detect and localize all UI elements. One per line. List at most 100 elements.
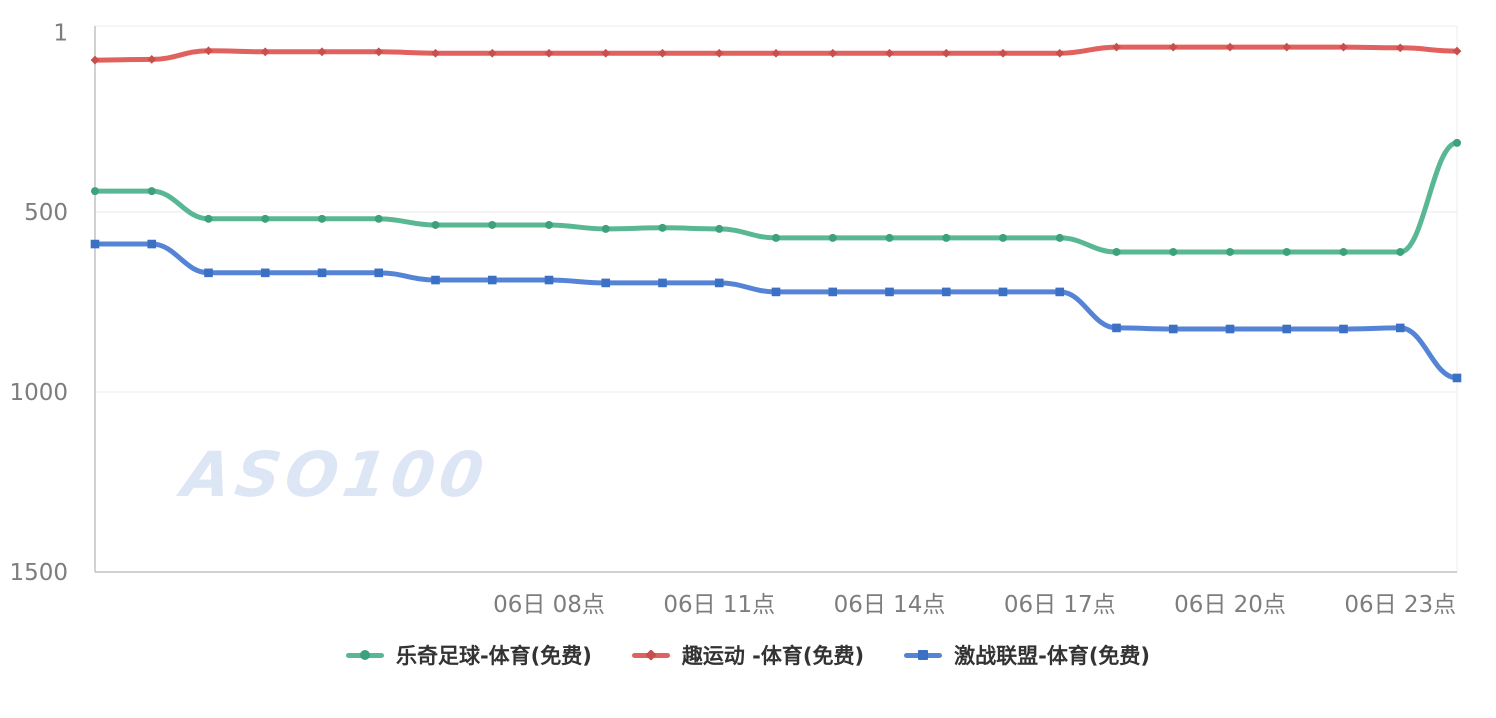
data-point-marker — [1395, 323, 1405, 333]
data-point-marker — [1339, 324, 1348, 334]
data-point-marker — [658, 48, 667, 58]
y-tick-label: 1000 — [9, 380, 68, 406]
data-point-marker — [714, 278, 724, 288]
data-point-marker — [317, 268, 327, 278]
data-point-marker — [1225, 42, 1235, 52]
data-point-marker — [941, 287, 951, 297]
legend-item-2[interactable]: 激战联盟-体育(免费) — [904, 640, 1150, 670]
legend-item-0[interactable]: 乐奇足球-体育(免费) — [345, 640, 592, 670]
data-point-marker — [260, 47, 270, 57]
data-point-marker — [828, 287, 838, 297]
legend-item-1[interactable]: 趣运动 -体育(免费) — [631, 640, 865, 670]
data-point-marker — [771, 287, 781, 297]
data-point-marker — [487, 48, 497, 58]
x-tick-label: 06日 23点 — [1344, 592, 1456, 618]
data-point-marker — [1169, 247, 1178, 256]
data-point-marker — [1282, 42, 1292, 52]
x-tick-label: 06日 08点 — [493, 592, 605, 618]
data-point-marker — [942, 233, 951, 242]
data-point-marker — [1452, 46, 1462, 56]
data-point-marker — [204, 46, 213, 56]
data-point-marker — [488, 220, 497, 229]
data-point-marker — [204, 268, 213, 278]
data-point-marker — [374, 47, 384, 57]
data-point-marker — [658, 278, 667, 288]
data-point-marker — [1112, 42, 1121, 52]
data-point-marker — [1282, 324, 1292, 334]
data-point-marker — [260, 268, 270, 278]
legend-marker-circle-icon — [359, 650, 370, 660]
series-line-2 — [92, 241, 1460, 381]
legend-diamond-icon — [631, 649, 670, 661]
data-point-marker — [431, 48, 440, 58]
y-tick-label: 1 — [53, 20, 68, 46]
legend-item-label: 趣运动 -体育(免费) — [681, 644, 865, 668]
data-point-marker — [998, 48, 1008, 58]
data-point-marker — [771, 48, 781, 58]
data-point-marker — [261, 214, 270, 223]
data-point-marker — [317, 47, 327, 57]
data-point-marker — [999, 233, 1007, 242]
data-point-marker — [1055, 48, 1065, 58]
legend-item-label: 乐奇足球-体育(免费) — [395, 644, 592, 668]
legend-marker-square-icon — [918, 650, 929, 660]
chart-legend: 乐奇足球-体育(免费) 趣运动 -体育(免费) 激战联盟-体育(免费) — [0, 640, 1496, 670]
data-point-marker — [1396, 247, 1405, 256]
y-tick-label: 500 — [24, 200, 68, 226]
data-point-marker — [374, 214, 383, 223]
data-point-marker — [1055, 233, 1064, 242]
data-point-marker — [147, 187, 156, 196]
x-tick-label: 06日 20点 — [1174, 592, 1286, 618]
data-point-marker — [1112, 323, 1121, 333]
data-point-marker — [1168, 42, 1178, 52]
data-point-marker — [318, 214, 326, 223]
data-point-marker — [90, 239, 100, 249]
data-point-marker — [885, 48, 894, 58]
data-point-marker — [601, 224, 610, 233]
data-point-marker — [1226, 247, 1234, 256]
data-point-marker — [601, 48, 611, 58]
x-tick-label: 06日 11点 — [663, 592, 775, 618]
x-tick-label: 06日 14点 — [834, 592, 946, 618]
data-point-marker — [941, 48, 951, 58]
data-point-marker — [90, 55, 100, 65]
data-point-marker — [1339, 247, 1348, 256]
data-point-marker — [487, 275, 497, 285]
data-point-marker — [545, 220, 553, 229]
data-point-marker — [601, 278, 611, 288]
data-point-marker — [715, 224, 724, 233]
data-point-marker — [544, 275, 554, 285]
data-point-marker — [91, 187, 99, 196]
data-point-marker — [772, 233, 780, 242]
data-point-marker — [658, 223, 667, 232]
data-point-marker — [828, 48, 838, 58]
data-point-marker — [998, 287, 1008, 297]
data-point-marker — [1453, 138, 1461, 147]
data-point-marker — [1282, 247, 1291, 256]
legend-circle-icon — [345, 650, 384, 660]
data-point-marker — [1395, 43, 1405, 53]
data-point-marker — [374, 268, 384, 278]
y-tick-label: 1500 — [9, 560, 68, 586]
data-point-marker — [885, 287, 894, 297]
x-tick-label: 06日 17点 — [1004, 592, 1116, 618]
data-point-marker — [204, 214, 213, 223]
data-point-marker — [1225, 324, 1235, 334]
data-point-marker — [431, 275, 440, 285]
data-point-marker — [885, 233, 894, 242]
data-point-marker — [1055, 287, 1065, 297]
data-point-marker — [431, 220, 440, 229]
data-point-marker — [1168, 324, 1178, 334]
legend-square-icon — [904, 650, 943, 660]
legend-item-label: 激战联盟-体育(免费) — [954, 644, 1151, 668]
data-point-marker — [544, 48, 554, 58]
data-point-marker — [1112, 247, 1121, 256]
data-point-marker — [147, 54, 157, 64]
data-point-marker — [714, 48, 724, 58]
data-point-marker — [828, 233, 837, 242]
data-point-marker — [1452, 373, 1462, 383]
legend-marker-diamond-icon — [645, 649, 657, 661]
data-point-marker — [1339, 42, 1348, 52]
